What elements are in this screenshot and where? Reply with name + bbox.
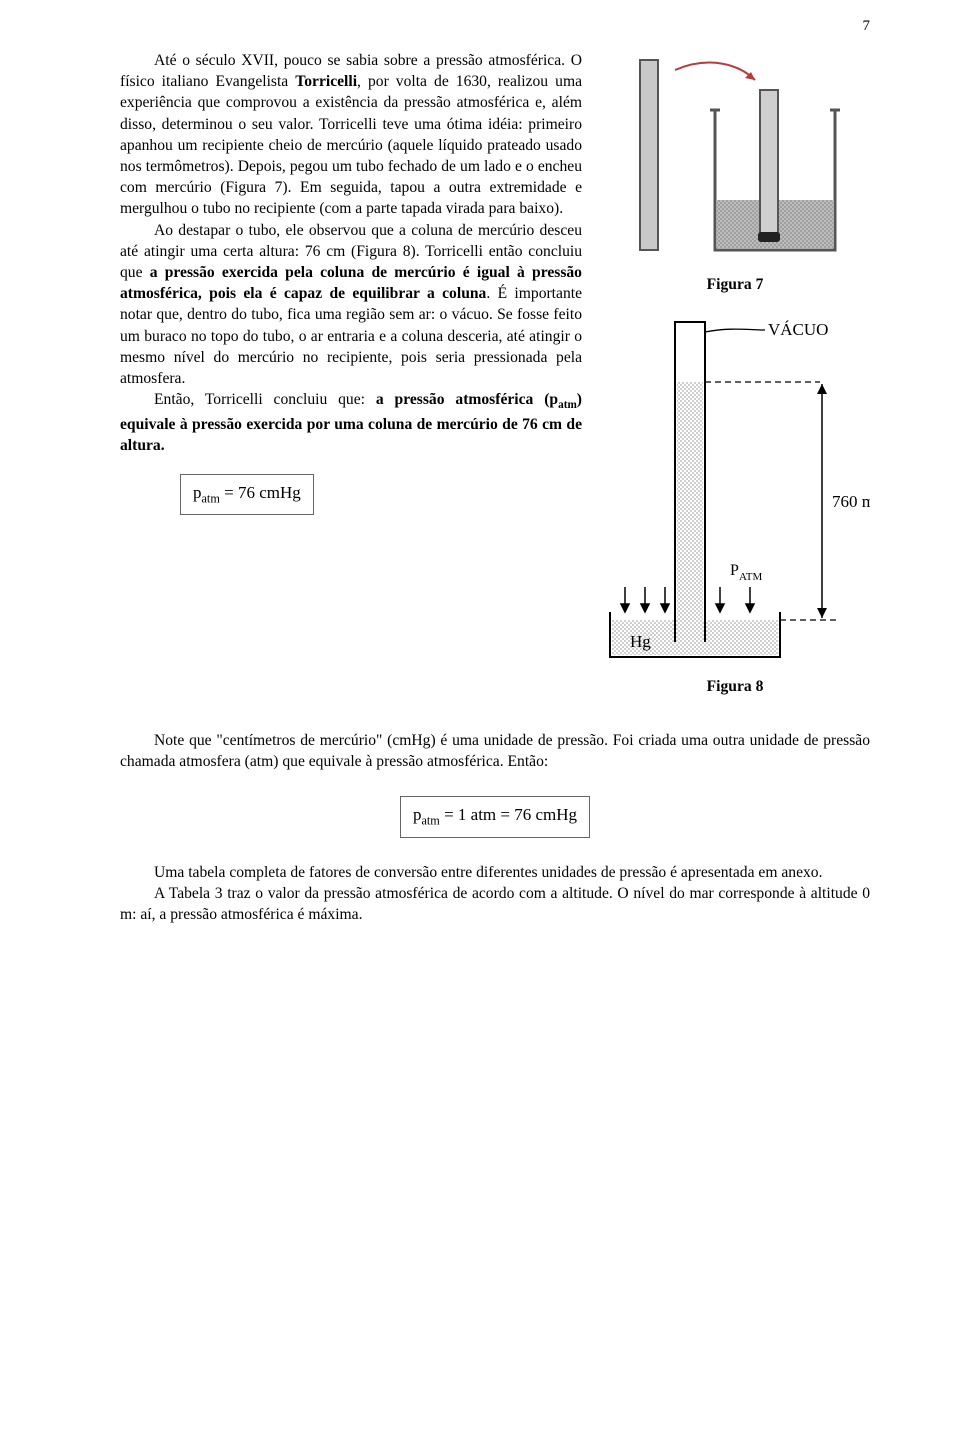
figure-8-caption: Figura 8 bbox=[707, 678, 764, 696]
content-two-column: Até o século XVII, pouco se sabia sobre … bbox=[120, 50, 870, 696]
eqn1-rhs: = 76 cmHg bbox=[220, 483, 301, 502]
figure-8-svg: VÁCUO bbox=[600, 312, 870, 672]
para3-bold-sub: atm bbox=[558, 399, 577, 411]
vacuo-label: VÁCUO bbox=[768, 320, 828, 339]
para1-text-c: , por volta de 1630, realizou uma experi… bbox=[120, 73, 582, 217]
para3-bold-b: a pressão atmosférica (p bbox=[376, 391, 558, 408]
figure-8: VÁCUO bbox=[600, 312, 870, 672]
patm-label: P bbox=[730, 562, 739, 579]
text-column: Até o século XVII, pouco se sabia sobre … bbox=[120, 50, 582, 515]
page-number: 7 bbox=[863, 18, 871, 35]
para3-text-a: Então, Torricelli concluiu que: bbox=[154, 391, 376, 408]
paragraph-5: Uma tabela completa de fatores de conver… bbox=[120, 862, 870, 883]
equation-2: patm = 1 atm = 76 cmHg bbox=[400, 796, 590, 837]
eqn2-sub: atm bbox=[421, 814, 439, 828]
paragraph-3: Então, Torricelli concluiu que: a pressã… bbox=[120, 389, 582, 456]
page: 7 Até o século XVII, pouco se sabia sobr… bbox=[0, 0, 960, 1451]
equation-1-wrapper: patm = 76 cmHg bbox=[180, 474, 582, 515]
paragraph-1: Até o século XVII, pouco se sabia sobre … bbox=[120, 50, 582, 220]
figure-7 bbox=[620, 50, 850, 270]
equation-2-wrapper: patm = 1 atm = 76 cmHg bbox=[120, 796, 870, 837]
equation-1: patm = 76 cmHg bbox=[180, 474, 314, 515]
figure-7-svg bbox=[620, 50, 850, 270]
patm-sub: ATM bbox=[739, 571, 762, 583]
lower-text: Note que "centímetros de mercúrio" (cmHg… bbox=[120, 730, 870, 925]
para1-bold: Torricelli bbox=[295, 73, 357, 90]
paragraph-4: Note que "centímetros de mercúrio" (cmHg… bbox=[120, 730, 870, 772]
eqn1-lhs: p bbox=[193, 483, 202, 502]
eqn2-rhs: = 1 atm = 76 cmHg bbox=[440, 805, 577, 824]
paragraph-6: A Tabela 3 traz o valor da pressão atmos… bbox=[120, 883, 870, 925]
hg-label: Hg bbox=[630, 632, 651, 651]
height-label: 760 mm bbox=[832, 492, 870, 511]
figure-7-caption: Figura 7 bbox=[707, 276, 764, 294]
figure-column: Figura 7 bbox=[600, 50, 870, 696]
eqn1-sub: atm bbox=[202, 491, 220, 505]
paragraph-2: Ao destapar o tubo, ele observou que a c… bbox=[120, 220, 582, 390]
